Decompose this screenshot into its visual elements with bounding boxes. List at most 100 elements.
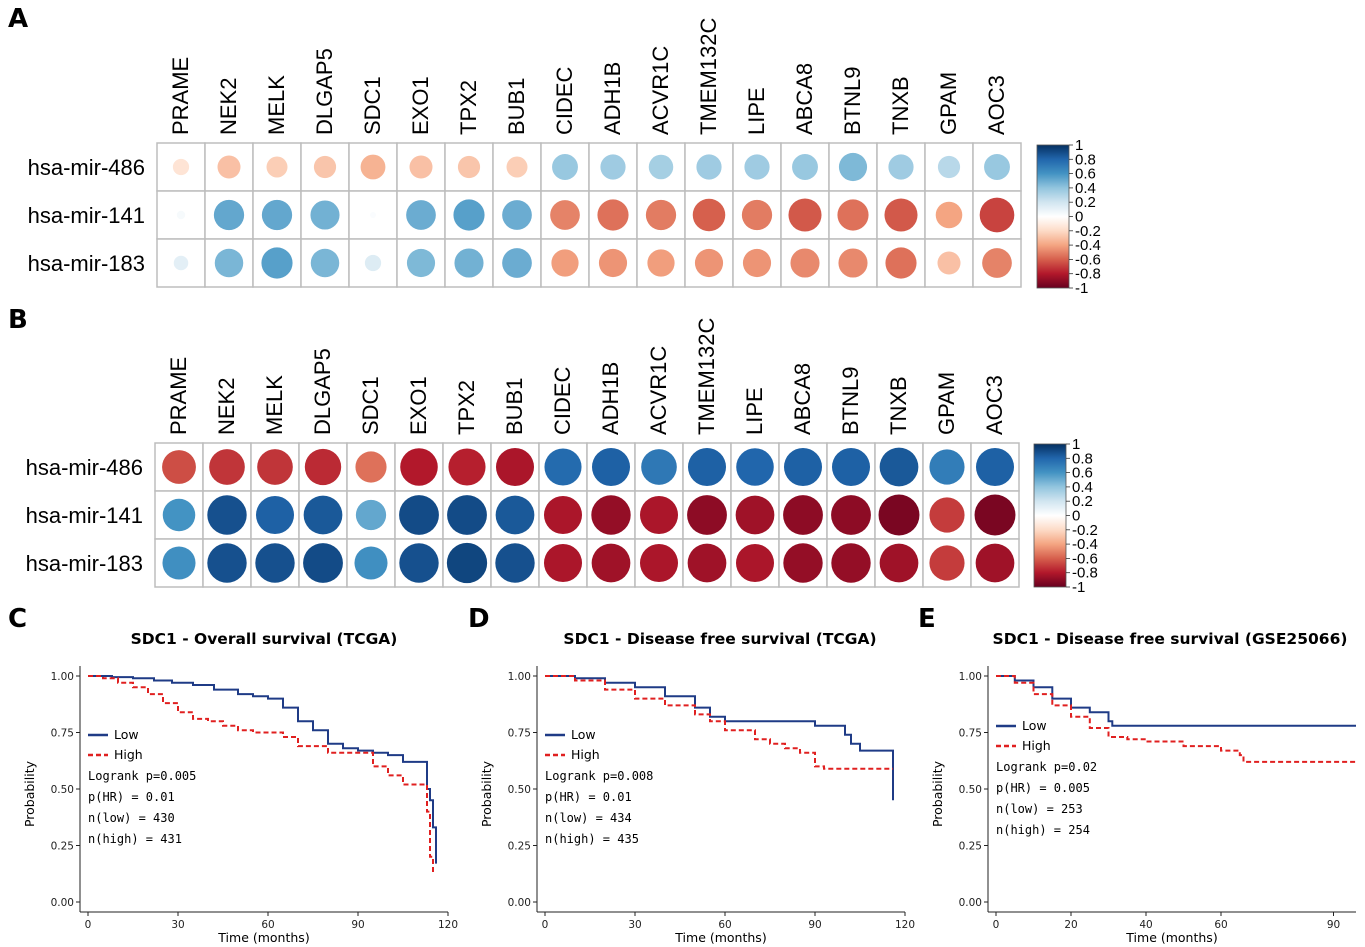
correlation-circle (543, 543, 583, 583)
correlation-circle (453, 199, 485, 231)
grid-cell (348, 238, 398, 288)
gene-label: AOC3 (982, 375, 1007, 435)
y-tick-label: 0.50 (959, 784, 982, 796)
colorbar-tick-label: -0.8 (1072, 565, 1098, 582)
correlation-circle (591, 495, 631, 535)
correlation-circle (687, 447, 727, 487)
gene-label: TNXB (886, 376, 911, 435)
colorbar-tick-label: 0.4 (1075, 180, 1096, 197)
correlation-circle (255, 495, 295, 535)
correlation-circle (355, 499, 387, 531)
correlation-circle (647, 249, 675, 277)
gene-label: PRAME (166, 357, 191, 435)
colorbar-tick-label: -0.6 (1075, 251, 1101, 268)
stat-annotation: n(low) = 434 (545, 811, 632, 825)
stat-annotation: Logrank p=0.02 (996, 760, 1097, 774)
correlation-circle (600, 154, 626, 180)
gene-label: CIDEC (552, 66, 577, 135)
gene-label: LIPE (742, 387, 767, 435)
survival-curve-high (996, 675, 1356, 763)
correlation-circle (303, 543, 343, 583)
colorbar-tick-label: 0.2 (1072, 493, 1093, 510)
correlation-circle (597, 199, 629, 231)
panel-label-c: C (8, 604, 27, 634)
colorbar-tick-label: -0.6 (1072, 550, 1098, 567)
survival-curve-low (996, 675, 1356, 727)
correlation-circle (257, 449, 293, 485)
correlation-circle (506, 156, 528, 178)
correlation-circle (495, 495, 535, 535)
correlation-circle (696, 154, 722, 180)
gene-label: MELK (262, 375, 287, 435)
legend-label-low: Low (1022, 718, 1047, 733)
colorbar-tick-label: -0.2 (1075, 223, 1101, 240)
gene-label: TPX2 (454, 380, 479, 435)
correlation-circle (982, 248, 1012, 278)
correlation-circle (979, 197, 1015, 233)
survival-curve-low (88, 675, 437, 864)
grid-cell (300, 190, 350, 240)
gene-label: CIDEC (550, 366, 575, 435)
stat-annotation: p(HR) = 0.01 (545, 790, 632, 804)
gene-label: BTNL9 (838, 367, 863, 435)
x-tick-label: 0 (993, 919, 1000, 931)
correlation-circle (885, 247, 917, 279)
colorbar (1033, 443, 1067, 588)
stat-annotation: p(HR) = 0.005 (996, 781, 1090, 795)
colorbar-tick-label: 1 (1075, 137, 1083, 154)
y-axis-label: Probability (930, 760, 945, 827)
x-tick-label: 0 (542, 919, 549, 931)
panel-label-d: D (468, 604, 490, 634)
correlation-circle (975, 543, 1015, 583)
gene-label: ADH1B (600, 62, 625, 135)
correlation-circle (255, 543, 295, 583)
stat-annotation: n(high) = 435 (545, 832, 639, 846)
correlation-circle (502, 200, 532, 230)
colorbar-tick-label: 0.6 (1075, 166, 1096, 183)
legend-label-high: High (571, 747, 600, 762)
x-tick-label: 120 (895, 919, 915, 931)
gene-label: TPX2 (456, 80, 481, 135)
survival-plot-d: SDC1 - Disease free survival (TCGA) 0.00 0… (479, 630, 915, 945)
correlation-circle (692, 198, 726, 232)
correlation-circle (788, 198, 822, 232)
correlation-circle (878, 494, 920, 536)
correlation-circle (176, 210, 186, 220)
correlation-circle (645, 199, 677, 231)
x-tick-label: 40 (1139, 919, 1152, 931)
gene-label: ACVR1C (646, 346, 671, 435)
correlation-circle (454, 248, 484, 278)
correlation-circle (409, 155, 433, 179)
colorbar-tick-label: 1 (1072, 436, 1080, 453)
correlation-circle (735, 543, 775, 583)
correlation-circle (598, 248, 628, 278)
correlation-circle (929, 497, 965, 533)
correlation-circle (446, 542, 488, 584)
correlation-circle (879, 447, 919, 487)
correlation-circle (783, 495, 823, 535)
correlation-circle (209, 449, 245, 485)
correlation-circle (502, 248, 532, 278)
gene-label: DLGAP5 (310, 348, 335, 435)
legend-label-low: Low (114, 727, 139, 742)
gene-label: TNXB (888, 76, 913, 135)
row-label: hsa-mir-141 (26, 503, 143, 528)
correlation-circle (641, 449, 677, 485)
correlation-circle (207, 495, 247, 535)
x-axis-label: Time (months) (217, 930, 309, 945)
correlation-circle (399, 495, 439, 535)
correlation-circle (261, 247, 293, 279)
y-tick-label: 0.75 (508, 728, 531, 740)
colorbar-tick-label: -0.2 (1072, 522, 1098, 539)
correlation-circle (313, 155, 337, 179)
colorbar-tick-label: 0 (1075, 209, 1083, 226)
gene-label: NEK2 (214, 378, 239, 435)
panel-label-a: A (8, 4, 28, 34)
y-tick-label: 0.75 (51, 728, 74, 740)
x-tick-label: 0 (85, 919, 92, 931)
colorbar-tick-label: 0.6 (1072, 465, 1093, 482)
correlation-circle (837, 199, 869, 231)
correlation-heatmap-b: PRAME NEK2 MELK DLGAP5 SDC1 EXO1 TPX2 BUB1 CIDEC… (26, 318, 1098, 596)
correlation-circle (792, 154, 818, 180)
x-tick-label: 30 (171, 919, 184, 931)
